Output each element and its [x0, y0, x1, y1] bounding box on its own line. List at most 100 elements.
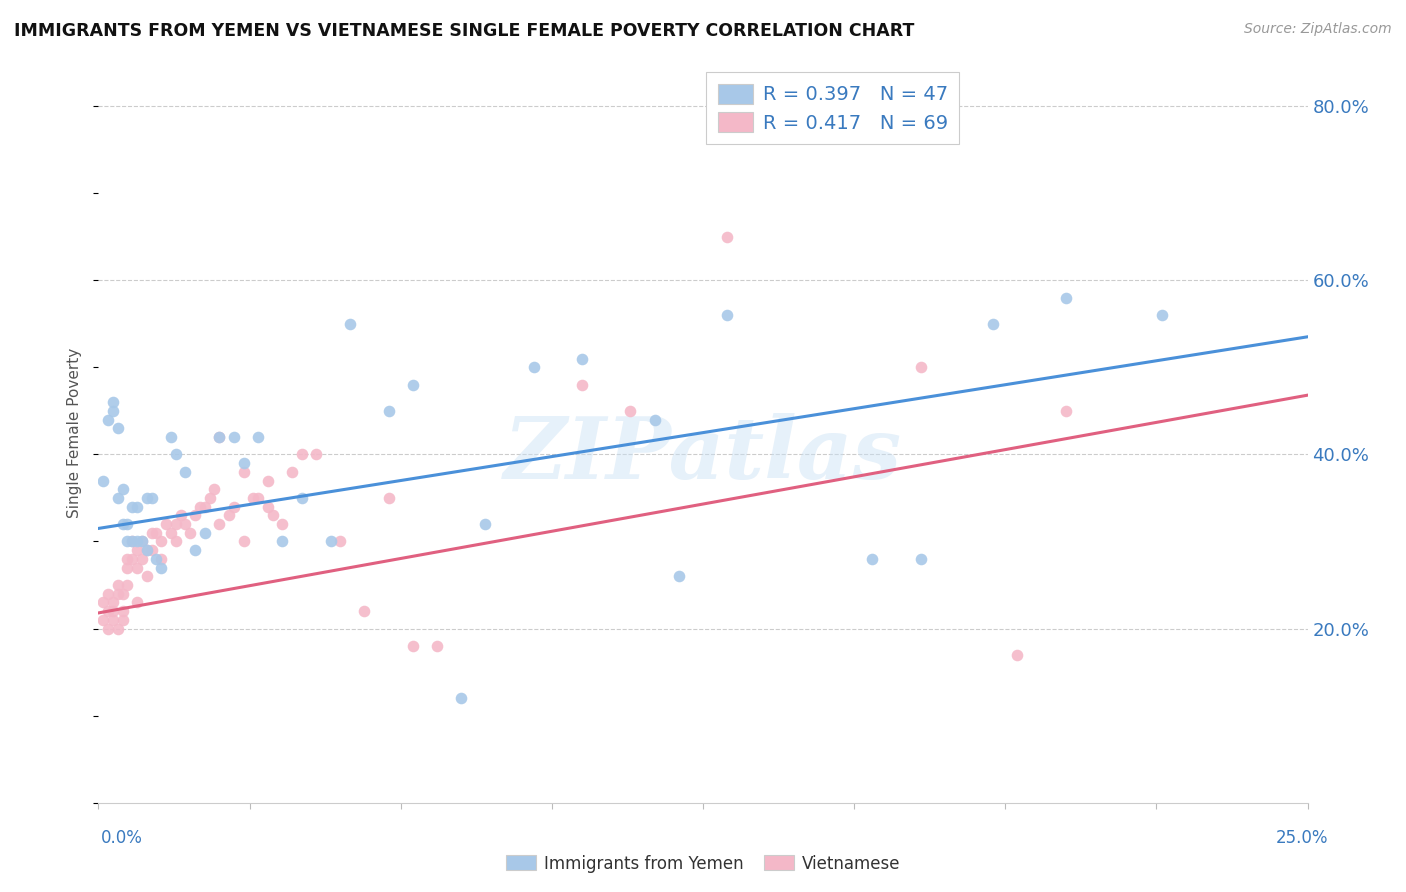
- Point: [910, 552, 932, 566]
- Point: [91, 613, 114, 627]
- Point: [426, 639, 449, 653]
- Point: [117, 552, 139, 566]
- Point: [377, 491, 399, 505]
- Point: [353, 604, 375, 618]
- Point: [145, 552, 167, 566]
- Point: [121, 534, 143, 549]
- Point: [107, 622, 129, 636]
- Point: [160, 525, 183, 540]
- Point: [101, 404, 124, 418]
- Text: IMMIGRANTS FROM YEMEN VS VIETNAMESE SINGLE FEMALE POVERTY CORRELATION CHART: IMMIGRANTS FROM YEMEN VS VIETNAMESE SING…: [14, 22, 914, 40]
- Point: [150, 560, 173, 574]
- Point: [232, 534, 254, 549]
- Text: ZIPatlas: ZIPatlas: [503, 413, 903, 497]
- Point: [232, 456, 254, 470]
- Point: [131, 552, 153, 566]
- Point: [111, 604, 134, 618]
- Point: [184, 543, 207, 558]
- Point: [571, 377, 593, 392]
- Point: [194, 525, 217, 540]
- Point: [101, 613, 124, 627]
- Point: [1152, 308, 1174, 322]
- Point: [127, 500, 149, 514]
- Point: [305, 447, 328, 461]
- Point: [981, 317, 1004, 331]
- Point: [377, 404, 399, 418]
- Point: [716, 229, 738, 244]
- Point: [131, 534, 153, 549]
- Point: [145, 525, 167, 540]
- Point: [121, 534, 143, 549]
- Point: [91, 474, 114, 488]
- Point: [169, 508, 191, 523]
- Point: [150, 534, 173, 549]
- Point: [450, 691, 472, 706]
- Point: [111, 613, 134, 627]
- Point: [141, 525, 163, 540]
- Point: [1007, 648, 1029, 662]
- Point: [107, 491, 129, 505]
- Point: [141, 543, 163, 558]
- Point: [117, 578, 139, 592]
- Y-axis label: Single Female Poverty: Single Female Poverty: [67, 348, 83, 517]
- Point: [165, 447, 187, 461]
- Text: Source: ZipAtlas.com: Source: ZipAtlas.com: [1244, 22, 1392, 37]
- Point: [247, 430, 270, 444]
- Point: [121, 500, 143, 514]
- Point: [208, 430, 231, 444]
- Point: [208, 517, 231, 532]
- Point: [121, 552, 143, 566]
- Point: [107, 421, 129, 435]
- Point: [179, 525, 201, 540]
- Point: [910, 360, 932, 375]
- Point: [523, 360, 546, 375]
- Point: [160, 430, 183, 444]
- Point: [107, 578, 129, 592]
- Point: [135, 569, 157, 583]
- Point: [135, 491, 157, 505]
- Point: [117, 534, 139, 549]
- Point: [135, 543, 157, 558]
- Text: 25.0%: 25.0%: [1277, 829, 1329, 847]
- Point: [222, 500, 245, 514]
- Point: [111, 587, 134, 601]
- Point: [1054, 291, 1077, 305]
- Point: [165, 534, 187, 549]
- Point: [290, 447, 312, 461]
- Point: [271, 517, 294, 532]
- Point: [127, 534, 149, 549]
- Point: [194, 500, 217, 514]
- Point: [127, 543, 149, 558]
- Point: [208, 430, 231, 444]
- Text: 0.0%: 0.0%: [101, 829, 143, 847]
- Point: [860, 552, 883, 566]
- Point: [198, 491, 221, 505]
- Point: [668, 569, 690, 583]
- Point: [107, 587, 129, 601]
- Point: [204, 482, 226, 496]
- Point: [232, 465, 254, 479]
- Point: [101, 595, 124, 609]
- Point: [256, 500, 278, 514]
- Point: [117, 517, 139, 532]
- Point: [111, 517, 134, 532]
- Point: [290, 491, 312, 505]
- Point: [329, 534, 352, 549]
- Point: [155, 517, 177, 532]
- Point: [135, 543, 157, 558]
- Point: [402, 639, 425, 653]
- Point: [184, 508, 207, 523]
- Point: [131, 534, 153, 549]
- Point: [571, 351, 593, 366]
- Legend: R = 0.397   N = 47, R = 0.417   N = 69: R = 0.397 N = 47, R = 0.417 N = 69: [706, 72, 959, 145]
- Point: [474, 517, 496, 532]
- Point: [97, 622, 120, 636]
- Point: [97, 412, 120, 426]
- Point: [150, 552, 173, 566]
- Point: [101, 604, 124, 618]
- Point: [262, 508, 284, 523]
- Point: [242, 491, 264, 505]
- Point: [127, 595, 149, 609]
- Point: [1054, 404, 1077, 418]
- Point: [281, 465, 304, 479]
